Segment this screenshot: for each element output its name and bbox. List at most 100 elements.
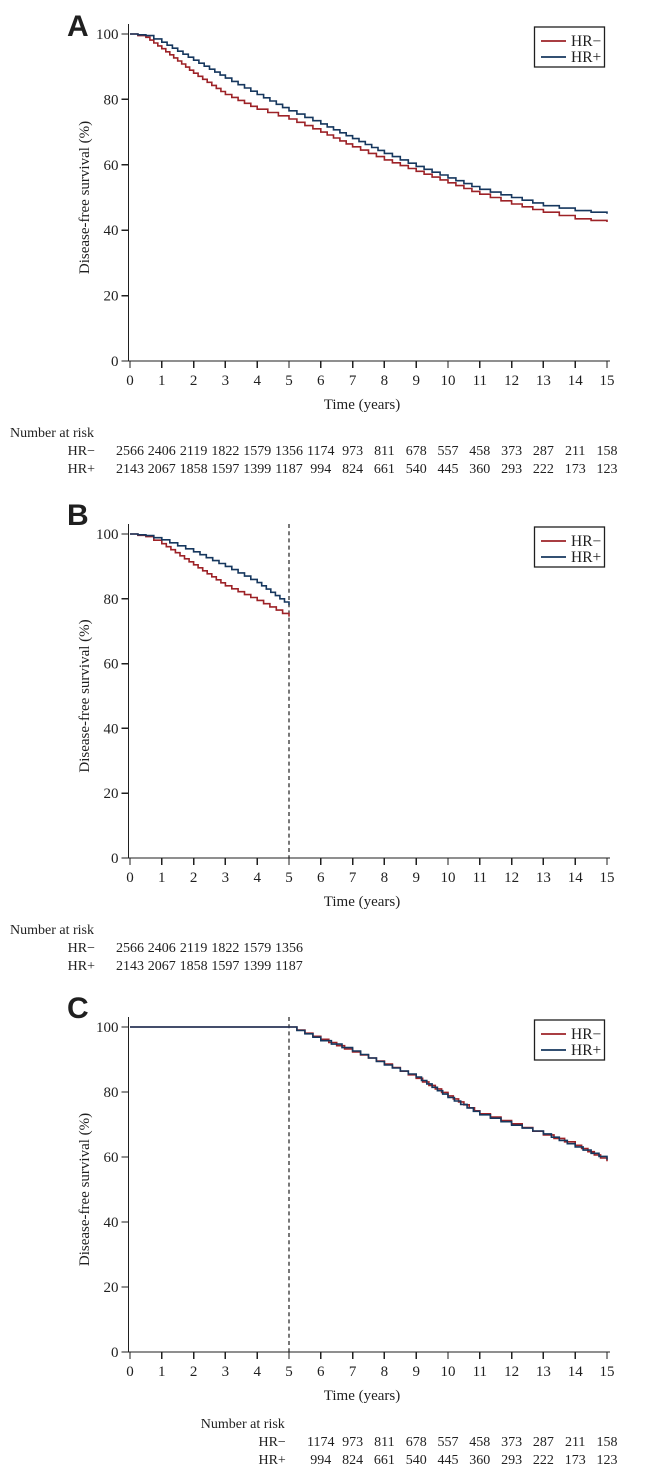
x-tick-label: 6 xyxy=(317,1364,325,1380)
risk-count: 811 xyxy=(374,444,394,459)
risk-count: 458 xyxy=(469,444,490,459)
risk-count: 1822 xyxy=(211,444,239,459)
x-tick-label: 12 xyxy=(504,1364,519,1380)
survival-curve-hr-minus xyxy=(130,33,608,222)
x-tick-label: 8 xyxy=(381,870,389,886)
y-axis-title: Disease-free survival (%) xyxy=(77,619,93,772)
risk-count: 994 xyxy=(310,1453,331,1468)
y-tick-label: 80 xyxy=(104,592,119,608)
risk-row-label-hr-plus: HR+ xyxy=(258,1453,285,1468)
risk-count: 994 xyxy=(310,462,331,477)
y-tick-label: 20 xyxy=(104,1280,119,1296)
legend: HR−HR+ xyxy=(533,26,606,68)
risk-count: 293 xyxy=(501,1453,522,1468)
risk-count: 123 xyxy=(597,462,618,477)
risk-count: 1187 xyxy=(275,959,302,974)
y-tick-label: 0 xyxy=(111,354,119,370)
risk-count: 661 xyxy=(374,1453,395,1468)
x-tick-label: 5 xyxy=(285,1364,293,1380)
risk-row-label-hr-minus: HR− xyxy=(68,444,95,459)
y-tick-label: 80 xyxy=(104,92,119,108)
y-tick-label: 100 xyxy=(96,527,119,543)
x-tick-label: 5 xyxy=(285,870,293,886)
legend-box xyxy=(533,1019,606,1061)
risk-table-title: Number at risk xyxy=(10,923,94,938)
risk-count: 1597 xyxy=(211,959,239,974)
y-tick-label: 0 xyxy=(111,851,119,867)
legend-label-hr-plus: HR+ xyxy=(571,49,601,66)
y-tick-label: 100 xyxy=(96,27,119,43)
risk-count: 1399 xyxy=(243,959,271,974)
risk-count: 458 xyxy=(469,1435,490,1450)
risk-row-label-hr-plus: HR+ xyxy=(68,959,95,974)
risk-count: 1858 xyxy=(180,959,208,974)
risk-count: 1858 xyxy=(180,462,208,477)
x-tick-label: 13 xyxy=(536,373,551,389)
y-tick-label: 100 xyxy=(96,1020,119,1036)
y-tick-label: 60 xyxy=(104,657,119,673)
y-tick-label: 40 xyxy=(104,721,119,737)
y-tick-label: 0 xyxy=(111,1345,119,1361)
risk-count: 445 xyxy=(438,462,459,477)
panel-letter-c: C xyxy=(67,992,89,1025)
risk-row-label-hr-minus: HR− xyxy=(258,1435,285,1450)
legend-label-hr-minus: HR− xyxy=(571,533,601,550)
number-at-risk-table: Number at risk HR− 1174 973 811 678 557 458 373 2… xyxy=(201,1417,618,1468)
risk-count: 445 xyxy=(438,1453,459,1468)
x-tick-label: 6 xyxy=(317,373,325,389)
x-tick-label: 1 xyxy=(158,1364,166,1380)
number-at-risk-table: Number at risk HR− 2566 2406 2119 1822 1579 135… xyxy=(10,426,618,477)
risk-count: 360 xyxy=(469,1453,490,1468)
survival-curve-hr-minus xyxy=(130,533,290,617)
risk-count: 1356 xyxy=(275,941,303,956)
risk-count: 211 xyxy=(565,1435,585,1450)
y-tick-label: 60 xyxy=(104,158,119,174)
risk-count: 123 xyxy=(597,1453,618,1468)
x-tick-label: 13 xyxy=(536,1364,551,1380)
risk-count: 811 xyxy=(374,1435,394,1450)
risk-count: 2067 xyxy=(148,959,176,974)
risk-count: 293 xyxy=(501,462,522,477)
risk-count: 2143 xyxy=(116,959,144,974)
x-tick-label: 4 xyxy=(253,1364,261,1380)
risk-count: 2406 xyxy=(148,941,176,956)
risk-count: 678 xyxy=(406,1435,427,1450)
x-tick-label: 12 xyxy=(504,373,519,389)
risk-count: 173 xyxy=(565,462,586,477)
risk-count: 2143 xyxy=(116,462,144,477)
risk-count: 222 xyxy=(533,1453,554,1468)
legend-box xyxy=(533,26,606,68)
x-tick-label: 1 xyxy=(158,373,166,389)
x-tick-label: 8 xyxy=(381,1364,389,1380)
x-axis-title: Time (years) xyxy=(324,397,401,413)
legend-label-hr-plus: HR+ xyxy=(571,1042,601,1059)
x-tick-label: 0 xyxy=(126,870,134,886)
risk-count: 1174 xyxy=(307,444,334,459)
panel-letter-a: A xyxy=(67,10,89,43)
x-tick-label: 9 xyxy=(412,870,420,886)
risk-row-label-hr-plus: HR+ xyxy=(68,462,95,477)
x-tick-label: 10 xyxy=(441,870,456,886)
survival-curve-hr-minus xyxy=(130,1026,608,1162)
risk-count: 287 xyxy=(533,1435,554,1450)
risk-count: 2067 xyxy=(148,462,176,477)
y-tick-label: 60 xyxy=(104,1150,119,1166)
x-tick-label: 2 xyxy=(190,1364,198,1380)
y-tick-label: 20 xyxy=(104,786,119,802)
risk-count: 360 xyxy=(469,462,490,477)
x-tick-label: 15 xyxy=(600,373,615,389)
x-tick-label: 0 xyxy=(126,1364,134,1380)
y-tick-label: 40 xyxy=(104,223,119,239)
legend-label-hr-minus: HR− xyxy=(571,33,601,50)
risk-count: 2566 xyxy=(116,444,144,459)
risk-count: 2406 xyxy=(148,444,176,459)
x-axis-title: Time (years) xyxy=(324,1388,401,1404)
risk-count: 222 xyxy=(533,462,554,477)
risk-count: 1356 xyxy=(275,444,303,459)
x-tick-label: 11 xyxy=(473,1364,487,1380)
risk-count: 211 xyxy=(565,444,585,459)
